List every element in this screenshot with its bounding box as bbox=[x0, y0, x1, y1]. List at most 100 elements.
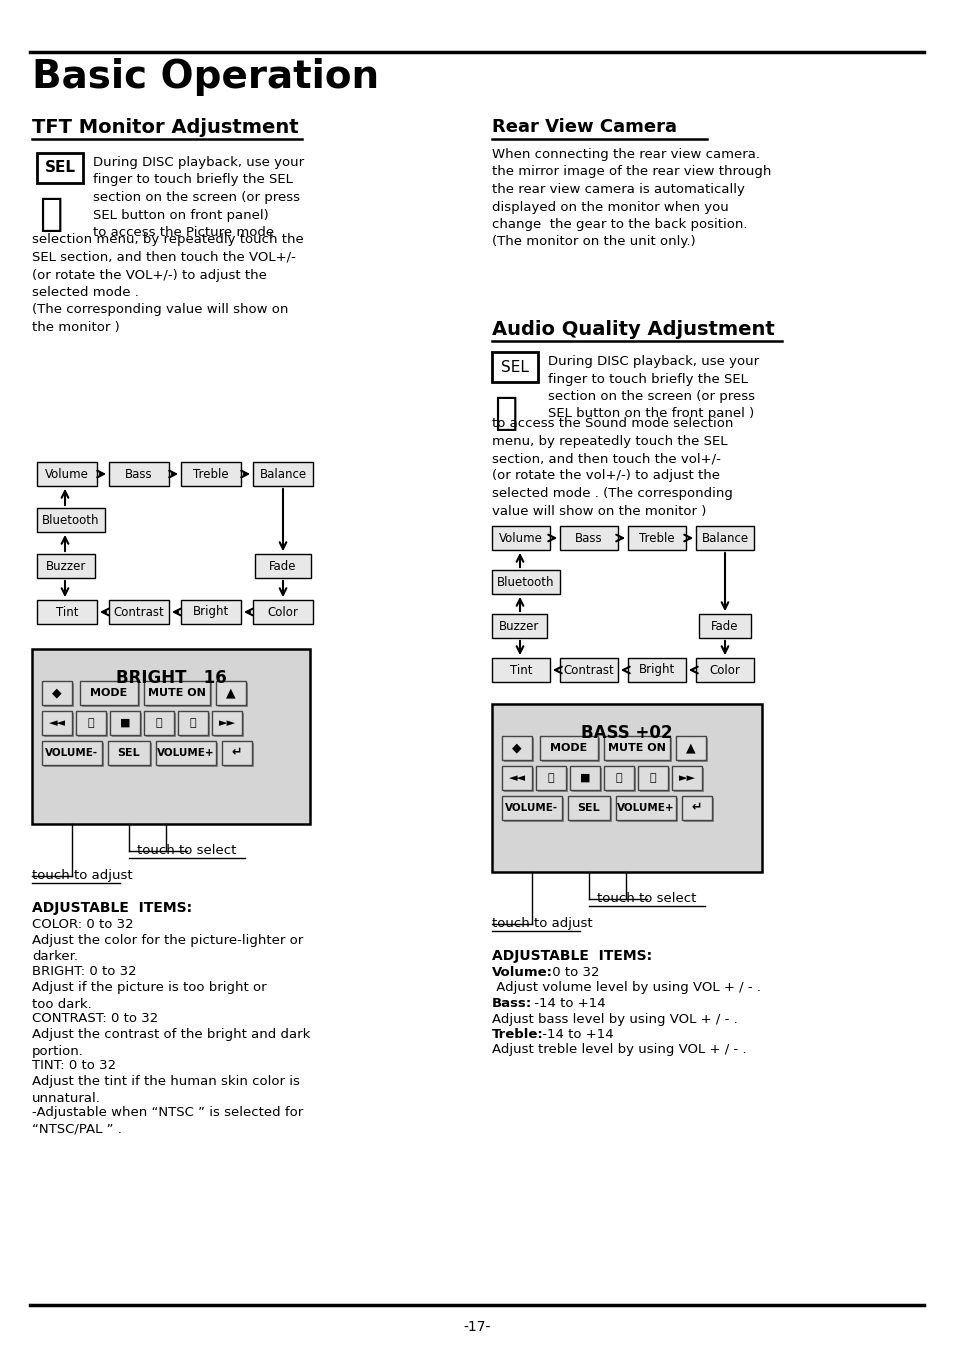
Text: ⏸: ⏸ bbox=[615, 773, 621, 783]
Text: MUTE ON: MUTE ON bbox=[607, 744, 665, 753]
FancyBboxPatch shape bbox=[683, 798, 713, 822]
Text: ▲: ▲ bbox=[226, 687, 235, 699]
Text: Bright: Bright bbox=[639, 664, 675, 676]
FancyBboxPatch shape bbox=[696, 526, 753, 550]
FancyBboxPatch shape bbox=[567, 796, 609, 821]
Text: ⏭: ⏭ bbox=[190, 718, 196, 727]
Text: When connecting the rear view camera.
the mirror image of the rear view through
: When connecting the rear view camera. th… bbox=[492, 147, 771, 249]
FancyBboxPatch shape bbox=[32, 649, 310, 823]
Text: ⏸: ⏸ bbox=[155, 718, 162, 727]
Text: TFT Monitor Adjustment: TFT Monitor Adjustment bbox=[32, 118, 298, 137]
FancyBboxPatch shape bbox=[616, 796, 676, 821]
Text: ◆: ◆ bbox=[52, 687, 62, 699]
FancyBboxPatch shape bbox=[37, 153, 83, 183]
Text: 0 to 32: 0 to 32 bbox=[547, 965, 598, 979]
FancyBboxPatch shape bbox=[501, 796, 561, 821]
Text: Adjust the color for the picture-lighter or
darker.: Adjust the color for the picture-lighter… bbox=[32, 934, 303, 964]
Text: -Adjustable when “NTSC ” is selected for
“NTSC/PAL ” .: -Adjustable when “NTSC ” is selected for… bbox=[32, 1106, 303, 1136]
Text: ⏭: ⏭ bbox=[649, 773, 656, 783]
Text: VOLUME-: VOLUME- bbox=[46, 748, 98, 758]
Text: Bass: Bass bbox=[125, 468, 152, 480]
Text: ■: ■ bbox=[120, 718, 131, 727]
FancyBboxPatch shape bbox=[539, 735, 598, 760]
Text: to access the Sound mode selection
menu, by repeatedly touch the SEL
section, an: to access the Sound mode selection menu,… bbox=[492, 416, 733, 518]
FancyBboxPatch shape bbox=[673, 768, 703, 792]
FancyBboxPatch shape bbox=[503, 738, 534, 763]
Text: Balance: Balance bbox=[700, 531, 748, 545]
FancyBboxPatch shape bbox=[559, 526, 618, 550]
Text: ↵: ↵ bbox=[691, 802, 701, 814]
Text: Basic Operation: Basic Operation bbox=[32, 58, 378, 96]
FancyBboxPatch shape bbox=[605, 768, 636, 792]
Text: ▲: ▲ bbox=[685, 741, 695, 754]
Text: Tint: Tint bbox=[55, 606, 78, 618]
Text: ↵: ↵ bbox=[232, 746, 242, 760]
Text: Bass: Bass bbox=[575, 531, 602, 545]
FancyBboxPatch shape bbox=[78, 713, 108, 737]
FancyBboxPatch shape bbox=[37, 554, 95, 579]
FancyBboxPatch shape bbox=[44, 744, 104, 767]
Text: BASS +02: BASS +02 bbox=[580, 725, 672, 742]
Text: -14 to +14: -14 to +14 bbox=[530, 996, 605, 1010]
Text: touch to adjust: touch to adjust bbox=[492, 917, 592, 930]
Text: Fade: Fade bbox=[711, 619, 738, 633]
FancyBboxPatch shape bbox=[110, 711, 140, 735]
FancyBboxPatch shape bbox=[180, 713, 210, 737]
FancyBboxPatch shape bbox=[559, 658, 618, 681]
FancyBboxPatch shape bbox=[212, 711, 242, 735]
FancyBboxPatch shape bbox=[42, 741, 102, 765]
FancyBboxPatch shape bbox=[569, 767, 599, 790]
FancyBboxPatch shape bbox=[501, 767, 532, 790]
FancyBboxPatch shape bbox=[213, 713, 244, 737]
FancyBboxPatch shape bbox=[42, 681, 71, 704]
FancyBboxPatch shape bbox=[603, 735, 669, 760]
FancyBboxPatch shape bbox=[618, 798, 678, 822]
FancyBboxPatch shape bbox=[144, 711, 173, 735]
Text: Treble:: Treble: bbox=[492, 1028, 543, 1041]
FancyBboxPatch shape bbox=[109, 600, 169, 625]
Text: MODE: MODE bbox=[550, 744, 587, 753]
FancyBboxPatch shape bbox=[156, 741, 215, 765]
Text: Volume:: Volume: bbox=[492, 965, 553, 979]
FancyBboxPatch shape bbox=[696, 658, 753, 681]
Text: Color: Color bbox=[267, 606, 298, 618]
FancyBboxPatch shape bbox=[627, 526, 685, 550]
FancyBboxPatch shape bbox=[501, 735, 532, 760]
FancyBboxPatch shape bbox=[503, 798, 563, 822]
Text: Balance: Balance bbox=[259, 468, 306, 480]
Text: Contrast: Contrast bbox=[563, 664, 614, 676]
Text: ◆: ◆ bbox=[512, 741, 521, 754]
FancyBboxPatch shape bbox=[492, 704, 761, 872]
Text: VOLUME+: VOLUME+ bbox=[157, 748, 214, 758]
Text: TINT: 0 to 32: TINT: 0 to 32 bbox=[32, 1059, 116, 1072]
FancyBboxPatch shape bbox=[541, 738, 599, 763]
FancyBboxPatch shape bbox=[44, 713, 74, 737]
FancyBboxPatch shape bbox=[108, 741, 150, 765]
FancyBboxPatch shape bbox=[224, 744, 253, 767]
Text: Bass:: Bass: bbox=[492, 996, 532, 1010]
FancyBboxPatch shape bbox=[37, 462, 97, 485]
FancyBboxPatch shape bbox=[639, 768, 669, 792]
Text: Bluetooth: Bluetooth bbox=[497, 576, 554, 588]
FancyBboxPatch shape bbox=[146, 683, 212, 707]
FancyBboxPatch shape bbox=[178, 711, 208, 735]
Text: SEL: SEL bbox=[500, 360, 528, 375]
FancyBboxPatch shape bbox=[253, 462, 313, 485]
FancyBboxPatch shape bbox=[144, 681, 210, 704]
FancyBboxPatch shape bbox=[492, 571, 559, 594]
FancyBboxPatch shape bbox=[181, 462, 241, 485]
Text: ⏮: ⏮ bbox=[88, 718, 94, 727]
Text: ►►: ►► bbox=[218, 718, 235, 727]
FancyBboxPatch shape bbox=[678, 738, 707, 763]
FancyBboxPatch shape bbox=[181, 600, 241, 625]
Text: COLOR: 0 to 32: COLOR: 0 to 32 bbox=[32, 918, 133, 932]
Text: SEL: SEL bbox=[45, 161, 75, 176]
FancyBboxPatch shape bbox=[112, 713, 142, 737]
Text: -17-: -17- bbox=[463, 1320, 490, 1334]
FancyBboxPatch shape bbox=[146, 713, 175, 737]
FancyBboxPatch shape bbox=[627, 658, 685, 681]
Text: Adjust bass level by using VOL + / - .: Adjust bass level by using VOL + / - . bbox=[492, 1013, 737, 1026]
FancyBboxPatch shape bbox=[638, 767, 667, 790]
Text: Treble: Treble bbox=[639, 531, 674, 545]
Text: Adjust the contrast of the bright and dark
portion.: Adjust the contrast of the bright and da… bbox=[32, 1028, 310, 1057]
